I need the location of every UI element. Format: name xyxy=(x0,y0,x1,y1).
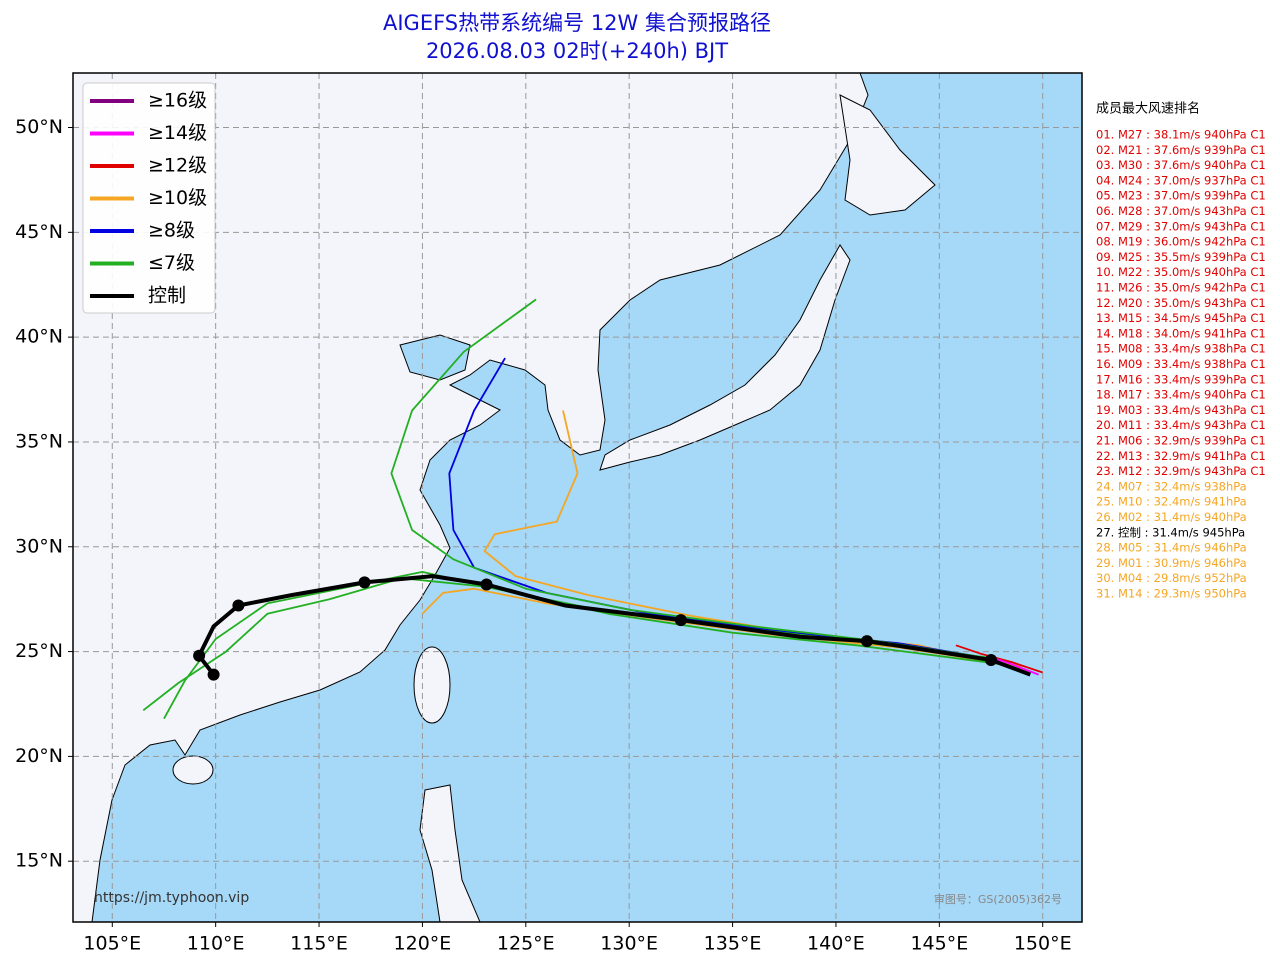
hainan xyxy=(172,755,214,785)
control-point xyxy=(232,599,245,612)
y-tick-label: 45°N xyxy=(15,221,63,243)
tracks xyxy=(142,298,1043,720)
control-point xyxy=(193,649,206,662)
legend-label: 控制 xyxy=(148,285,186,307)
legend-label: ≥12级 xyxy=(148,155,207,177)
y-tick-label: 20°N xyxy=(15,745,63,767)
ranking-item: 21. M06 : 32.9m/s 939hPa C1 xyxy=(1096,434,1266,448)
title: AIGEFS热带系统编号 12W 集合预报路径 xyxy=(383,11,771,35)
x-tick-label: 105°E xyxy=(83,933,141,955)
ranking-item: 22. M13 : 32.9m/s 941hPa C1 xyxy=(1096,449,1266,463)
ranking-item: 20. M11 : 33.4m/s 943hPa C1 xyxy=(1096,418,1266,432)
ranking-item: 10. M22 : 35.0m/s 940hPa C1 xyxy=(1096,265,1266,279)
x-tick-label: 150°E xyxy=(1014,933,1072,955)
ranking-item: 15. M08 : 33.4m/s 938hPa C1 xyxy=(1096,342,1266,356)
ranking-item: 13. M15 : 34.5m/s 945hPa C1 xyxy=(1096,311,1266,325)
ranking-item: 28. M05 : 31.4m/s 946hPa xyxy=(1096,541,1247,555)
ranking-item: 14. M18 : 34.0m/s 941hPa C1 xyxy=(1096,326,1266,340)
source: https://jm.typhoon.vip xyxy=(94,890,249,906)
x-tick-label: 130°E xyxy=(600,933,658,955)
ranking-item: 29. M01 : 30.9m/s 946hPa xyxy=(1096,556,1247,570)
japan xyxy=(599,244,851,471)
ranking-item: 07. M29 : 37.0m/s 943hPa C1 xyxy=(1096,219,1266,233)
ranking-item: 05. M23 : 37.0m/s 939hPa C1 xyxy=(1096,189,1266,203)
ranking-item: 03. M30 : 37.6m/s 940hPa C1 xyxy=(1096,158,1266,172)
x-tick-label: 125°E xyxy=(497,933,555,955)
y-tick-label: 35°N xyxy=(15,430,63,452)
ranking-item: 11. M26 : 35.0m/s 942hPa C1 xyxy=(1096,281,1266,295)
ranking-item: 23. M12 : 32.9m/s 943hPa C1 xyxy=(1096,464,1266,478)
y-tick-label: 40°N xyxy=(15,326,63,348)
ranking-item: 30. M04 : 29.8m/s 952hPa xyxy=(1096,571,1247,585)
ranking-item: 16. M09 : 33.4m/s 938hPa C1 xyxy=(1096,357,1266,371)
ranking-item: 09. M25 : 35.5m/s 939hPa C1 xyxy=(1096,250,1266,264)
luzon xyxy=(419,784,481,922)
legend-label: ≥16级 xyxy=(148,90,207,112)
ranking-item: 02. M21 : 37.6m/s 939hPa C1 xyxy=(1096,143,1266,157)
control-point xyxy=(985,653,998,666)
ranking-item: 27. 控制 : 31.4m/s 945hPa xyxy=(1096,525,1245,539)
ranking-item: 26. M02 : 31.4m/s 940hPa xyxy=(1096,510,1247,524)
ranking-item: 01. M27 : 38.1m/s 940hPa C1 xyxy=(1096,128,1266,142)
legend-label: ≥14级 xyxy=(148,122,207,144)
bohai-sea xyxy=(399,334,471,381)
member-track xyxy=(390,298,1002,661)
legend-label: ≤7级 xyxy=(148,252,195,274)
subtitle: 2026.08.03 02时(+240h) BJT xyxy=(426,39,728,63)
legend-label: ≥10级 xyxy=(148,187,207,209)
ranking-item: 17. M16 : 33.4m/s 939hPa C1 xyxy=(1096,372,1266,386)
x-tick-label: 140°E xyxy=(807,933,865,955)
control-point xyxy=(860,635,873,648)
x-tick-label: 135°E xyxy=(704,933,762,955)
x-tick-label: 120°E xyxy=(394,933,452,955)
legend-label: ≥8级 xyxy=(148,220,195,242)
ranking-item: 04. M24 : 37.0m/s 937hPa C1 xyxy=(1096,173,1266,187)
y-tick-label: 25°N xyxy=(15,640,63,662)
plot-frame xyxy=(72,72,1083,923)
hokkaido xyxy=(839,94,936,216)
legend-box xyxy=(82,82,216,314)
y-tick-label: 50°N xyxy=(15,116,63,138)
ranking-item: 31. M14 : 29.3m/s 950hPa xyxy=(1096,587,1247,601)
ranking-title: 成员最大风速排名 xyxy=(1096,101,1200,117)
map-approval: 审图号：GS(2005)362号 xyxy=(934,892,1062,906)
basemap xyxy=(73,73,1082,922)
ranking-item: 25. M10 : 32.4m/s 941hPa xyxy=(1096,495,1247,509)
taiwan xyxy=(413,646,451,724)
x-tick-label: 115°E xyxy=(290,933,348,955)
y-tick-label: 15°N xyxy=(15,850,63,872)
member-track xyxy=(163,571,1002,720)
y-tick-label: 30°N xyxy=(15,535,63,557)
ranking-item: 12. M20 : 35.0m/s 943hPa C1 xyxy=(1096,296,1266,310)
ranking-item: 19. M03 : 33.4m/s 943hPa C1 xyxy=(1096,403,1266,417)
control-point xyxy=(674,614,687,627)
ranking-item: 24. M07 : 32.4m/s 938hPa xyxy=(1096,479,1247,493)
control-point xyxy=(207,668,220,681)
ranking-item: 08. M19 : 36.0m/s 942hPa C1 xyxy=(1096,235,1266,249)
x-tick-label: 110°E xyxy=(187,933,245,955)
ranking-item: 06. M28 : 37.0m/s 943hPa C1 xyxy=(1096,204,1266,218)
mainland xyxy=(73,73,869,922)
control-point xyxy=(480,578,493,591)
control-point xyxy=(358,576,371,589)
ranking-item: 18. M17 : 33.4m/s 940hPa C1 xyxy=(1096,388,1266,402)
x-tick-label: 145°E xyxy=(910,933,968,955)
